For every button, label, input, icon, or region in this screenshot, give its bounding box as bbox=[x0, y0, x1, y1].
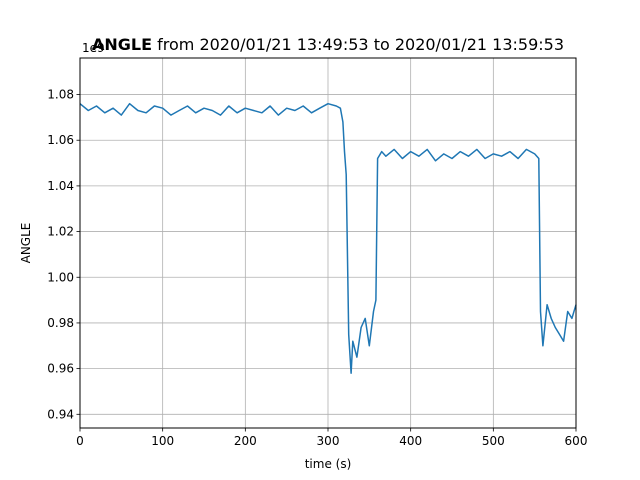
x-tick-label: 400 bbox=[399, 434, 422, 448]
y-offset-label: 1e9 bbox=[82, 41, 105, 55]
x-tick-label: 500 bbox=[482, 434, 505, 448]
y-axis-label: ANGLE bbox=[19, 223, 33, 264]
y-tick-label: 1.06 bbox=[47, 133, 74, 147]
chart-title-bold: ANGLE bbox=[92, 35, 152, 54]
y-tick-label: 0.96 bbox=[47, 362, 74, 376]
y-axis-ticks: 0.94 0.96 0.98 1.00 1.02 1.04 1.06 1.08 bbox=[47, 88, 80, 421]
chart-title: ANGLE from 2020/01/21 13:49:53 to 2020/0… bbox=[92, 35, 564, 54]
angle-series-line bbox=[79, 102, 577, 374]
x-tick-label: 300 bbox=[317, 434, 340, 448]
y-tick-label: 1.02 bbox=[47, 225, 74, 239]
y-tick-label: 1.00 bbox=[47, 270, 74, 284]
y-tick-label: 1.04 bbox=[47, 179, 74, 193]
x-tick-label: 0 bbox=[76, 434, 84, 448]
chart-title-rest: from 2020/01/21 13:49:53 to 2020/01/21 1… bbox=[152, 35, 564, 54]
y-tick-label: 1.08 bbox=[47, 88, 74, 102]
x-axis-label: time (s) bbox=[305, 457, 352, 471]
x-axis-ticks: 0 100 200 300 400 500 600 bbox=[76, 428, 587, 448]
x-tick-label: 600 bbox=[565, 434, 588, 448]
x-tick-label: 100 bbox=[151, 434, 174, 448]
y-tick-label: 0.98 bbox=[47, 316, 74, 330]
y-tick-label: 0.94 bbox=[47, 407, 74, 421]
x-tick-label: 200 bbox=[234, 434, 257, 448]
series-layer bbox=[79, 102, 577, 374]
